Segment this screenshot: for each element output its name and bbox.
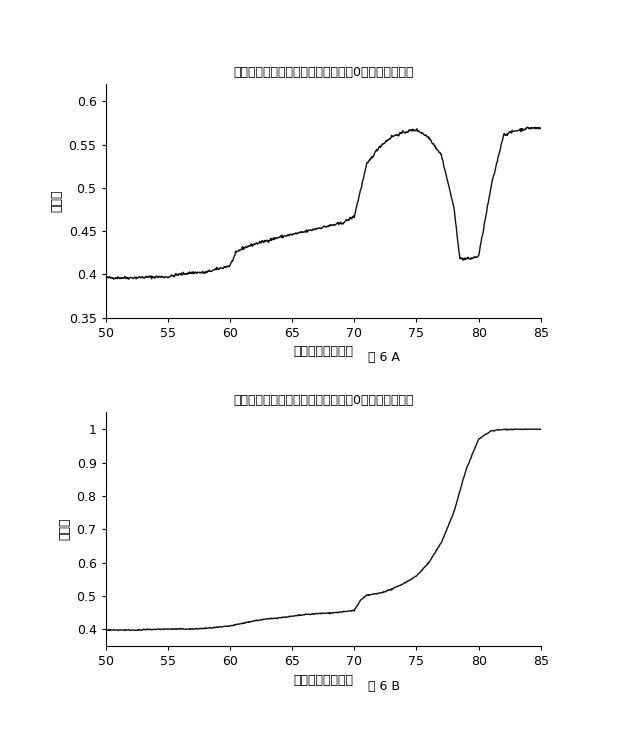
Text: 囶 6 B: 囶 6 B: [368, 680, 400, 693]
Title: 《経路を有するファイル名》閾値＝0についての結果: 《経路を有するファイル名》閾値＝0についての結果: [233, 394, 413, 407]
X-axis label: 修正品質ファクタ: 修正品質ファクタ: [293, 674, 353, 687]
Text: 囶 6 A: 囶 6 A: [368, 351, 400, 364]
X-axis label: 修正品質ファクタ: 修正品質ファクタ: [293, 345, 353, 358]
Y-axis label: スコア: スコア: [50, 190, 63, 212]
Y-axis label: スコア: スコア: [58, 518, 71, 540]
Title: 《経路を有するファイル名》閾値＝0についての結果: 《経路を有するファイル名》閾値＝0についての結果: [233, 66, 413, 79]
